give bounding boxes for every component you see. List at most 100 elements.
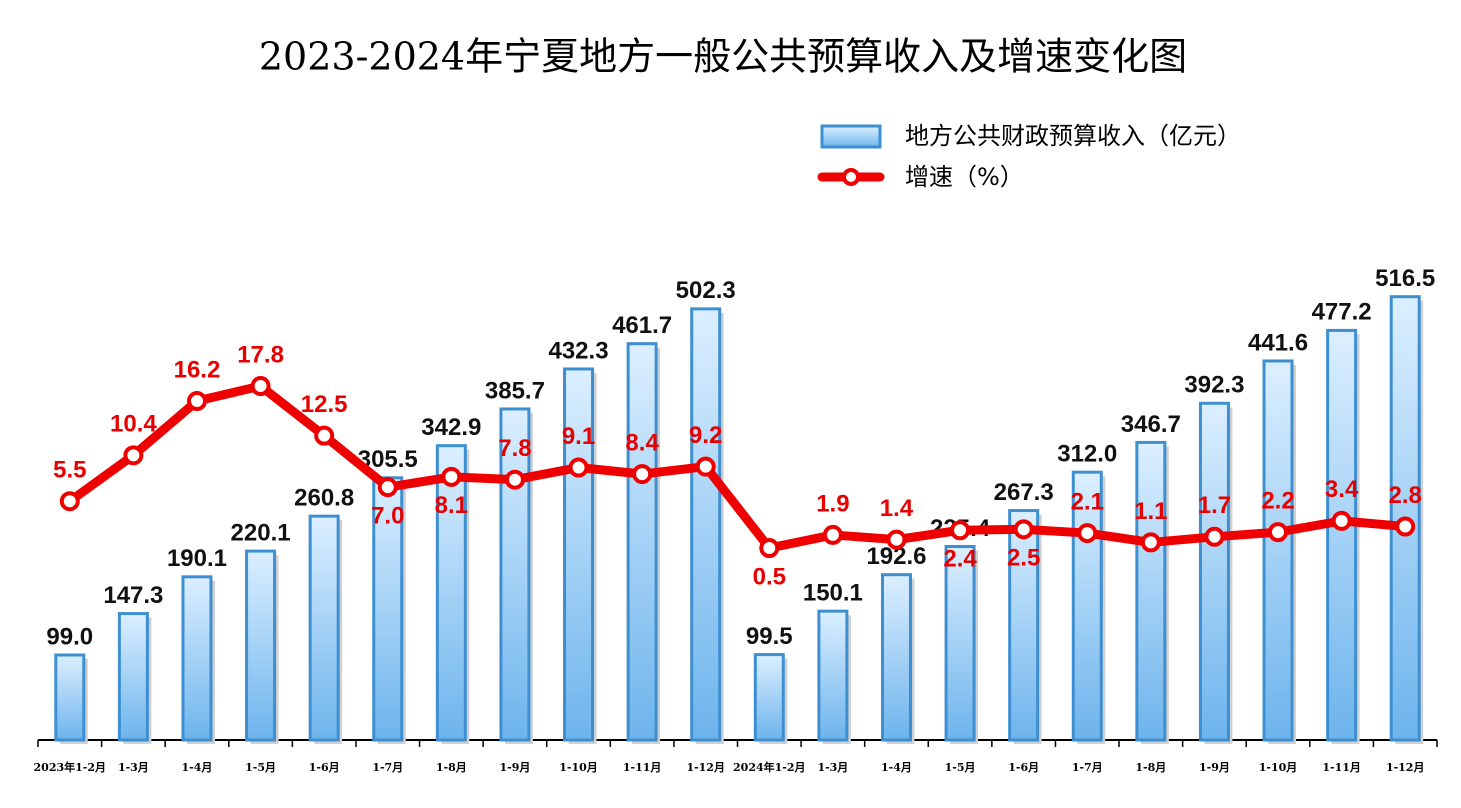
bar bbox=[1008, 509, 1040, 742]
line-marker bbox=[886, 529, 907, 550]
line-marker bbox=[1268, 522, 1289, 543]
bar-value-label: 346.7 bbox=[1121, 411, 1181, 438]
line-value-label: 2.4 bbox=[943, 546, 977, 573]
line-value-label: 7.0 bbox=[371, 503, 404, 530]
line-marker bbox=[377, 477, 398, 498]
line-marker bbox=[1331, 510, 1352, 531]
x-tick-label: 1-6月 bbox=[309, 761, 340, 774]
bar-value-label: 267.3 bbox=[994, 479, 1054, 506]
bar bbox=[1198, 401, 1230, 742]
line-marker bbox=[186, 391, 207, 412]
bar-value-label: 312.0 bbox=[1057, 441, 1117, 468]
bar bbox=[1326, 328, 1358, 742]
x-tick-label: 1-5月 bbox=[945, 761, 976, 774]
x-tick-label: 1-8月 bbox=[436, 761, 467, 774]
x-tick-label: 1-10月 bbox=[1259, 761, 1298, 774]
x-tick-label: 1-11月 bbox=[1322, 761, 1361, 774]
line-value-label: 2.5 bbox=[1007, 545, 1040, 572]
bar bbox=[308, 514, 340, 742]
chart-title: 2023-2024年宁夏地方一般公共预算收入及增速变化图 bbox=[259, 35, 1187, 79]
line-marker bbox=[632, 464, 653, 485]
line-value-label: 5.5 bbox=[53, 457, 86, 484]
line-value-label: 8.1 bbox=[435, 492, 468, 519]
bar bbox=[817, 609, 849, 742]
x-tick-label: 2024年1-2月 bbox=[733, 760, 806, 774]
bar bbox=[944, 545, 976, 742]
bar-value-label: 99.0 bbox=[46, 623, 93, 650]
x-tick-label: 1-12月 bbox=[1386, 761, 1425, 774]
line-marker bbox=[759, 538, 780, 559]
bar-value-label: 190.1 bbox=[167, 545, 227, 572]
line-value-label: 9.2 bbox=[689, 422, 722, 449]
bar bbox=[753, 653, 785, 742]
line-value-label: 10.4 bbox=[110, 411, 157, 438]
x-tick-label: 1-9月 bbox=[499, 761, 530, 774]
line-marker bbox=[314, 425, 335, 446]
bar-value-label: 260.8 bbox=[294, 484, 354, 511]
bar bbox=[563, 367, 595, 742]
line-marker bbox=[1140, 532, 1161, 553]
line-value-label: 8.4 bbox=[625, 429, 659, 456]
line-value-label: 9.1 bbox=[562, 423, 595, 450]
line-marker bbox=[822, 524, 843, 545]
bar bbox=[1071, 470, 1103, 742]
bar bbox=[435, 444, 467, 742]
line-marker bbox=[123, 445, 144, 466]
x-tick-label: 1-5月 bbox=[245, 761, 276, 774]
bar bbox=[499, 407, 531, 742]
line-value-label: 1.7 bbox=[1198, 492, 1231, 519]
line-marker bbox=[950, 520, 971, 541]
line-value-label: 1.9 bbox=[816, 490, 849, 517]
x-tick-label: 1-9月 bbox=[1199, 761, 1230, 774]
bar-value-label: 99.5 bbox=[746, 623, 793, 650]
line-value-label: 1.4 bbox=[880, 495, 914, 522]
bar-value-label: 392.3 bbox=[1184, 372, 1244, 399]
x-tick-label: 1-6月 bbox=[1008, 761, 1039, 774]
bar bbox=[1135, 440, 1167, 742]
bar-value-label: 385.7 bbox=[485, 377, 545, 404]
x-tick-label: 1-12月 bbox=[686, 761, 725, 774]
x-tick-label: 2023年1-2月 bbox=[34, 760, 107, 774]
line-value-label: 7.8 bbox=[498, 435, 531, 462]
x-tick-label: 1-3月 bbox=[118, 761, 149, 774]
line-marker bbox=[568, 457, 589, 478]
line-marker bbox=[1395, 516, 1416, 537]
bar-value-label: 477.2 bbox=[1312, 299, 1372, 326]
bar bbox=[54, 653, 86, 742]
x-tick-label: 1-7月 bbox=[372, 761, 403, 774]
bar bbox=[690, 307, 722, 742]
legend-marker-icon bbox=[842, 168, 860, 186]
legend-bar-icon bbox=[820, 124, 882, 149]
bar-value-label: 432.3 bbox=[548, 337, 608, 364]
line-marker bbox=[1204, 526, 1225, 547]
line-marker bbox=[250, 376, 271, 397]
bar-value-label: 441.6 bbox=[1248, 329, 1308, 356]
line-value-label: 3.4 bbox=[1325, 476, 1359, 503]
line-value-label: 0.5 bbox=[753, 563, 786, 590]
x-tick-label: 1-11月 bbox=[623, 761, 662, 774]
bar bbox=[1262, 359, 1294, 742]
bar-value-label: 220.1 bbox=[231, 519, 291, 546]
bar bbox=[181, 575, 213, 742]
legend-label: 增速（%） bbox=[905, 163, 1024, 191]
bar bbox=[117, 612, 149, 742]
x-tick-label: 1-3月 bbox=[817, 761, 848, 774]
bar-value-label: 147.3 bbox=[103, 582, 163, 609]
bar bbox=[880, 573, 912, 742]
legend-label: 地方公共财政预算收入（亿元） bbox=[905, 122, 1241, 150]
line-marker bbox=[1077, 523, 1098, 544]
line-value-label: 12.5 bbox=[301, 391, 348, 418]
x-tick-label: 1-4月 bbox=[881, 761, 912, 774]
line-marker bbox=[441, 466, 462, 487]
bar-value-label: 516.5 bbox=[1375, 265, 1435, 292]
line-marker bbox=[504, 469, 525, 490]
bar-value-label: 502.3 bbox=[676, 277, 736, 304]
line-value-label: 17.8 bbox=[237, 341, 284, 368]
line-value-label: 1.1 bbox=[1134, 498, 1167, 525]
bar-value-label: 461.7 bbox=[612, 312, 672, 339]
x-tick-label: 1-10月 bbox=[559, 761, 598, 774]
line-value-label: 2.2 bbox=[1261, 487, 1294, 514]
line-marker bbox=[1013, 519, 1034, 540]
bar-value-label: 342.9 bbox=[421, 414, 481, 441]
bar bbox=[626, 342, 658, 742]
